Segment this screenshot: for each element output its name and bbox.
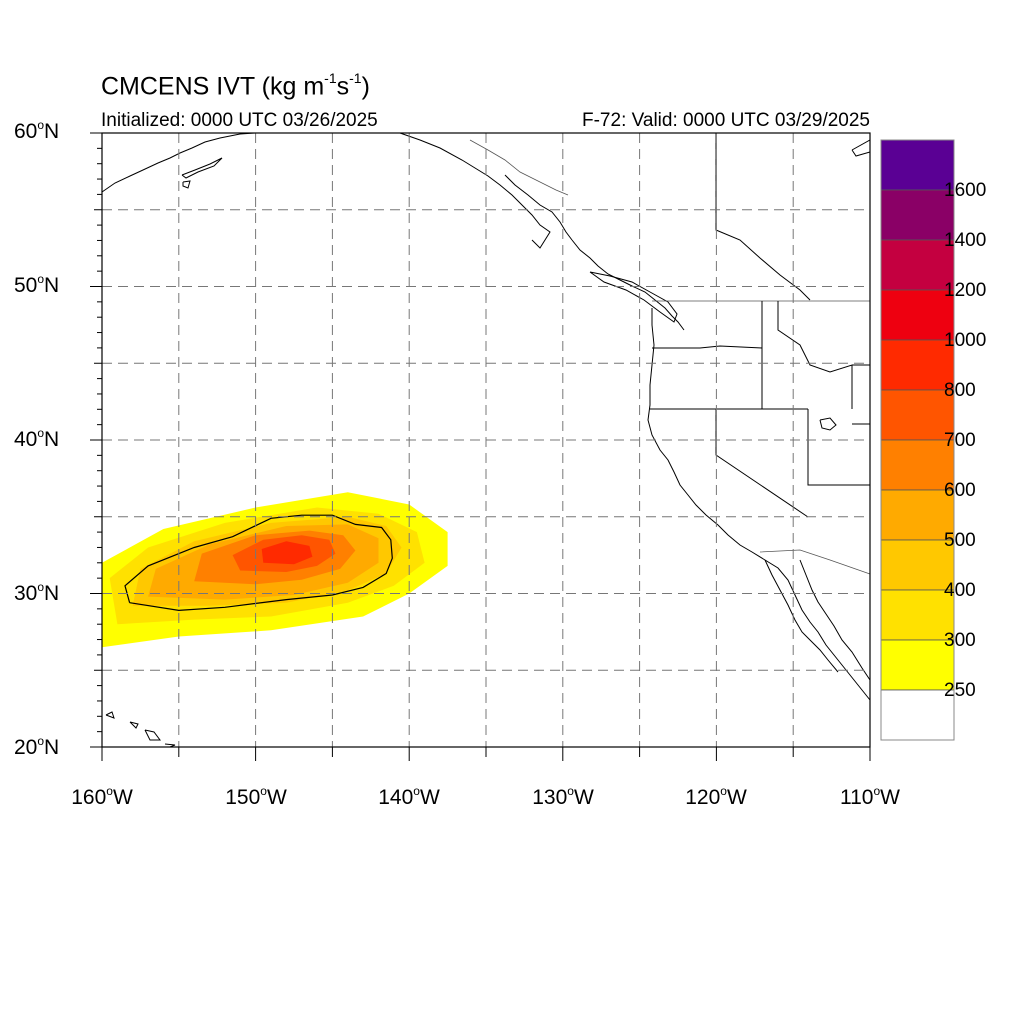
panhandle-coast bbox=[399, 132, 551, 249]
hawaii-island bbox=[164, 743, 176, 748]
colorbar-label: 1600 bbox=[944, 180, 987, 201]
initialized-time: Initialized: 0000 UTC 03/26/2025 bbox=[101, 110, 378, 131]
colorbar-label: 1000 bbox=[944, 330, 987, 351]
ivt-shade-800 bbox=[261, 541, 313, 565]
lon-label: 150oW bbox=[225, 784, 287, 809]
hawaii-island bbox=[129, 721, 139, 729]
hawaii-island bbox=[144, 729, 161, 741]
colorbar-label: 1200 bbox=[944, 280, 987, 301]
colorbar-label: 600 bbox=[944, 480, 976, 501]
colorbar-label: 400 bbox=[944, 580, 976, 601]
state-border-ab-bc bbox=[715, 133, 811, 301]
colorbar-swatch bbox=[880, 389, 955, 441]
state-border-nv-az bbox=[807, 409, 870, 486]
bc-coast bbox=[571, 239, 685, 331]
colorbar-swatch bbox=[880, 689, 955, 741]
valid-time: F-72: Valid: 0000 UTC 03/29/2025 bbox=[582, 110, 870, 131]
lon-label: 130oW bbox=[532, 784, 594, 809]
lat-label: 20oN bbox=[14, 734, 60, 759]
colorbar-label: 1400 bbox=[944, 230, 987, 251]
colorbar-swatch bbox=[880, 239, 955, 291]
lon-label: 140oW bbox=[378, 784, 440, 809]
colorbar-swatch bbox=[880, 139, 955, 191]
lon-label: 120oW bbox=[685, 784, 747, 809]
colorbar-swatch bbox=[880, 489, 955, 541]
colorbar-frame bbox=[880, 139, 955, 741]
alaska-coast bbox=[101, 132, 256, 193]
colorbar-label: 500 bbox=[944, 530, 976, 551]
kodiak-coast bbox=[181, 157, 223, 179]
mexico-mainland-coast bbox=[799, 559, 871, 681]
state-border-ca-nv bbox=[715, 409, 809, 518]
colorbar-label: 700 bbox=[944, 430, 976, 451]
colorbar-swatch bbox=[880, 439, 955, 491]
colorbar-label: 800 bbox=[944, 380, 976, 401]
hawaii-island bbox=[105, 711, 115, 719]
colorbar-swatch bbox=[880, 539, 955, 591]
state-border-wa-or bbox=[652, 345, 763, 349]
map-frame bbox=[101, 132, 871, 748]
colorbar-label: 250 bbox=[944, 680, 976, 701]
hudson-coast-fragment bbox=[851, 139, 871, 157]
lat-label: 30oN bbox=[14, 580, 60, 605]
lat-label: 60oN bbox=[14, 118, 60, 143]
colorbar-swatch bbox=[880, 339, 955, 391]
ivt-contour-line bbox=[124, 514, 393, 612]
lat-label: 50oN bbox=[14, 272, 60, 297]
great-salt-lake bbox=[819, 417, 837, 431]
lon-label: 160oW bbox=[71, 784, 133, 809]
baja-coast bbox=[764, 559, 839, 673]
island-coast bbox=[182, 180, 191, 189]
panhandle-coast-inner bbox=[504, 174, 573, 241]
lat-label: 40oN bbox=[14, 426, 60, 451]
colorbar-swatch bbox=[880, 289, 955, 341]
us-coast bbox=[647, 308, 871, 701]
map-title: CMCENS IVT (kg m-1s-1) bbox=[101, 70, 370, 101]
ak-bc-border bbox=[469, 139, 569, 196]
state-border-id-mt bbox=[777, 301, 853, 409]
colorbar-swatch bbox=[880, 589, 955, 641]
us-mexico-border bbox=[759, 549, 871, 575]
colorbar-label: 300 bbox=[944, 630, 976, 651]
lon-label: 110oW bbox=[840, 784, 900, 809]
vancouver-island bbox=[589, 271, 678, 323]
